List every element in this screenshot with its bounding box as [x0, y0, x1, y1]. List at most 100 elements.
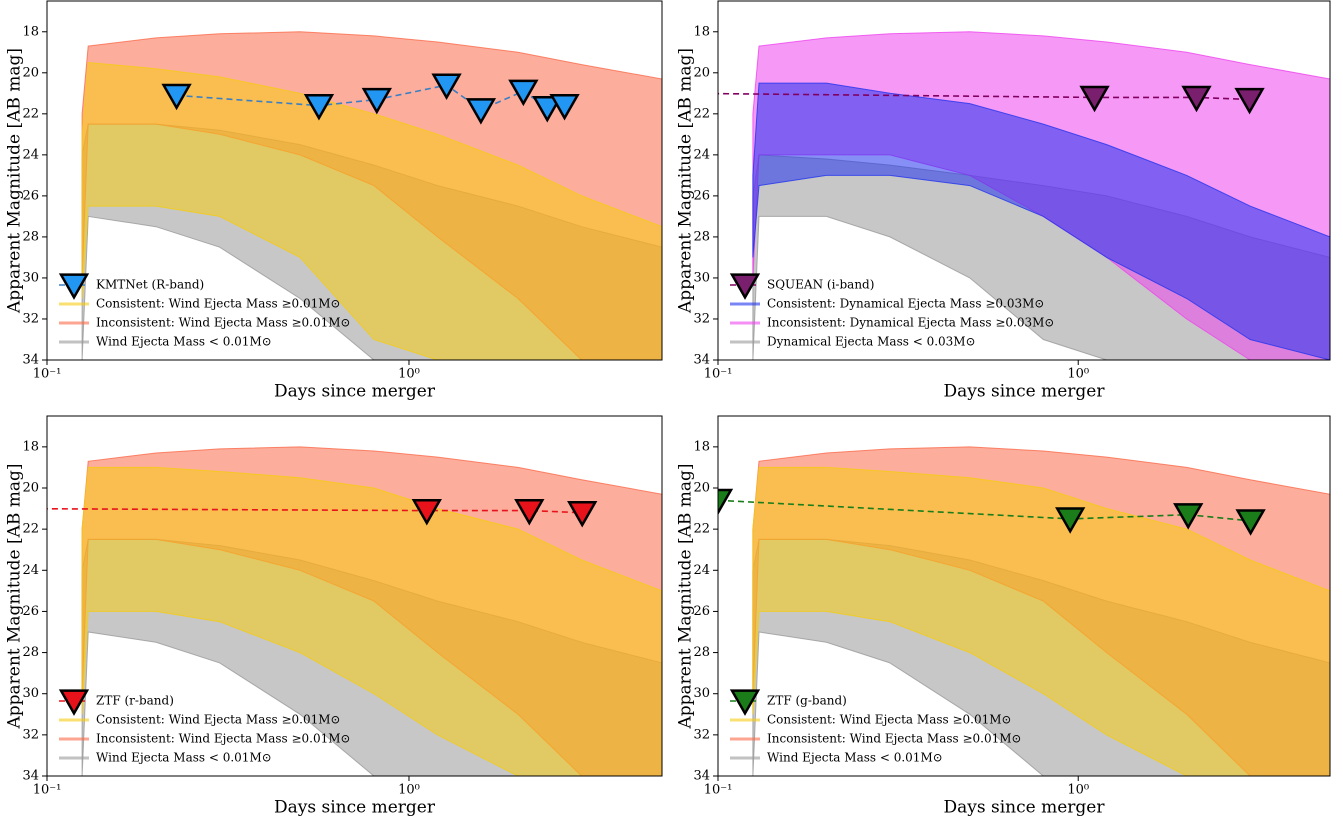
legend: ZTF (g-band) Consistent: Wind Ejecta Mass… [729, 689, 1022, 765]
y-tick-label: 24 [22, 147, 39, 162]
y-tick-label: 20 [22, 481, 39, 496]
legend-marker [58, 273, 90, 300]
y-tick-label: 28 [22, 645, 39, 660]
y-tick-label: 26 [22, 604, 39, 619]
y-tick-label: 22 [22, 106, 39, 121]
upper-limit-marker [161, 83, 192, 111]
y-tick-label: 34 [22, 769, 39, 784]
legend-label: Inconsistent: Wind Ejecta Mass ≥0.01M⊙ [767, 732, 1022, 746]
upper-limit-marker [1055, 507, 1086, 534]
y-tick-label: 24 [693, 563, 710, 578]
upper-limit-marker [465, 98, 497, 125]
y-tick-label: 26 [693, 604, 710, 619]
y-tick-label: 30 [693, 686, 710, 701]
y-tick-label: 30 [693, 270, 710, 285]
legend-label: Wind Ejecta Mass < 0.01M⊙ [767, 751, 943, 765]
legend: KMTNet (R-band) Consistent: Wind Ejecta M… [58, 273, 351, 349]
plot-area [81, 31, 662, 360]
legend-label: SQUEAN (i-band) [767, 278, 874, 292]
plot-area [718, 446, 1330, 776]
legend-label: ZTF (r-band) [96, 694, 174, 708]
x-axis-label: Days since merger [944, 382, 1106, 402]
y-tick-label: 18 [693, 439, 710, 454]
y-tick-label: 34 [693, 353, 710, 368]
y-tick-label: 28 [693, 645, 710, 660]
upper-limit-marker [1079, 85, 1110, 113]
legend-marker [58, 689, 90, 716]
x-tick-label: 10⁻¹ [704, 783, 733, 798]
y-tick-label: 20 [693, 481, 710, 496]
x-axis-label: Days since merger [274, 798, 436, 818]
axes-frame [46, 0, 663, 361]
upper-limit-marker [532, 96, 563, 123]
y-tick-label: 26 [693, 188, 710, 203]
y-tick-label: 22 [22, 522, 39, 537]
axes-frame [717, 0, 1331, 361]
x-tick-label: 10⁻¹ [704, 367, 733, 382]
upper-limit-marker [303, 93, 335, 121]
upper-limit-marker [431, 73, 462, 100]
legend-label: Wind Ejecta Mass < 0.01M⊙ [96, 751, 272, 765]
model-band [81, 466, 662, 776]
upper-limit-marker [549, 93, 580, 121]
upper-limit-marker [1234, 87, 1265, 115]
legend-marker [729, 273, 761, 300]
legend-label: Consistent: Wind Ejecta Mass ≥0.01M⊙ [96, 713, 341, 727]
x-tick-label: 10⁰ [398, 783, 420, 798]
x-axis-label: Days since merger [944, 798, 1106, 818]
x-tick-label: 10⁰ [1067, 367, 1089, 382]
axes-frame [717, 415, 1331, 777]
y-tick-label: 22 [693, 106, 710, 121]
y-tick-label: 20 [22, 65, 39, 80]
x-axis-label: Days since merger [274, 382, 436, 402]
x-tick-label: 10⁰ [1067, 783, 1089, 798]
legend-label: Inconsistent: Wind Ejecta Mass ≥0.01M⊙ [96, 316, 351, 330]
legend-label: Consistent: Dynamical Ejecta Mass ≥0.03M… [767, 297, 1044, 311]
observation-line [718, 92, 1250, 101]
x-tick-label: 10⁰ [398, 367, 420, 382]
legend-label: Consistent: Wind Ejecta Mass ≥0.01M⊙ [96, 297, 341, 311]
y-axis-label: Apparent Magnitude [AB mag] [676, 48, 696, 314]
model-band [81, 61, 662, 360]
y-tick-label: 28 [693, 229, 710, 244]
upper-limit-marker [1181, 85, 1212, 113]
y-tick-label: 32 [22, 727, 39, 742]
upper-limit-marker [567, 501, 598, 528]
upper-limit-marker [411, 498, 442, 526]
legend-label: ZTF (g-band) [767, 694, 847, 708]
model-band [752, 82, 1330, 360]
y-tick-label: 32 [22, 311, 39, 326]
y-axis-label: Apparent Magnitude [AB mag] [5, 463, 25, 729]
y-tick-label: 18 [22, 439, 39, 454]
y-tick-label: 24 [693, 147, 710, 162]
axes-frame [46, 415, 663, 777]
y-tick-label: 18 [22, 24, 39, 39]
upper-limit-marker [514, 498, 545, 526]
observation-line [47, 507, 583, 514]
observation-line [718, 499, 1251, 522]
y-axis-label: Apparent Magnitude [AB mag] [676, 463, 696, 729]
upper-limit-marker [718, 488, 734, 516]
legend-label: Dynamical Ejecta Mass < 0.03M⊙ [767, 335, 976, 349]
y-tick-label: 30 [22, 270, 39, 285]
upper-limit-marker [508, 79, 539, 107]
y-tick-label: 32 [693, 311, 710, 326]
y-tick-label: 24 [22, 563, 39, 578]
model-band [752, 466, 1330, 776]
y-tick-label: 22 [693, 522, 710, 537]
legend-marker [729, 689, 761, 716]
upper-limit-marker [1173, 503, 1204, 530]
legend-label: Inconsistent: Dynamical Ejecta Mass ≥0.0… [767, 316, 1054, 330]
y-axis-label: Apparent Magnitude [AB mag] [5, 48, 25, 314]
legend: SQUEAN (i-band) Consistent: Dynamical Eje… [729, 273, 1054, 349]
y-tick-label: 34 [22, 353, 39, 368]
legend-label: KMTNet (R-band) [96, 278, 204, 292]
upper-limit-marker [1235, 509, 1266, 536]
plot-area [718, 31, 1330, 360]
y-tick-label: 30 [22, 686, 39, 701]
legend-label: Consistent: Wind Ejecta Mass ≥0.01M⊙ [767, 713, 1012, 727]
x-tick-label: 10⁻¹ [33, 367, 62, 382]
